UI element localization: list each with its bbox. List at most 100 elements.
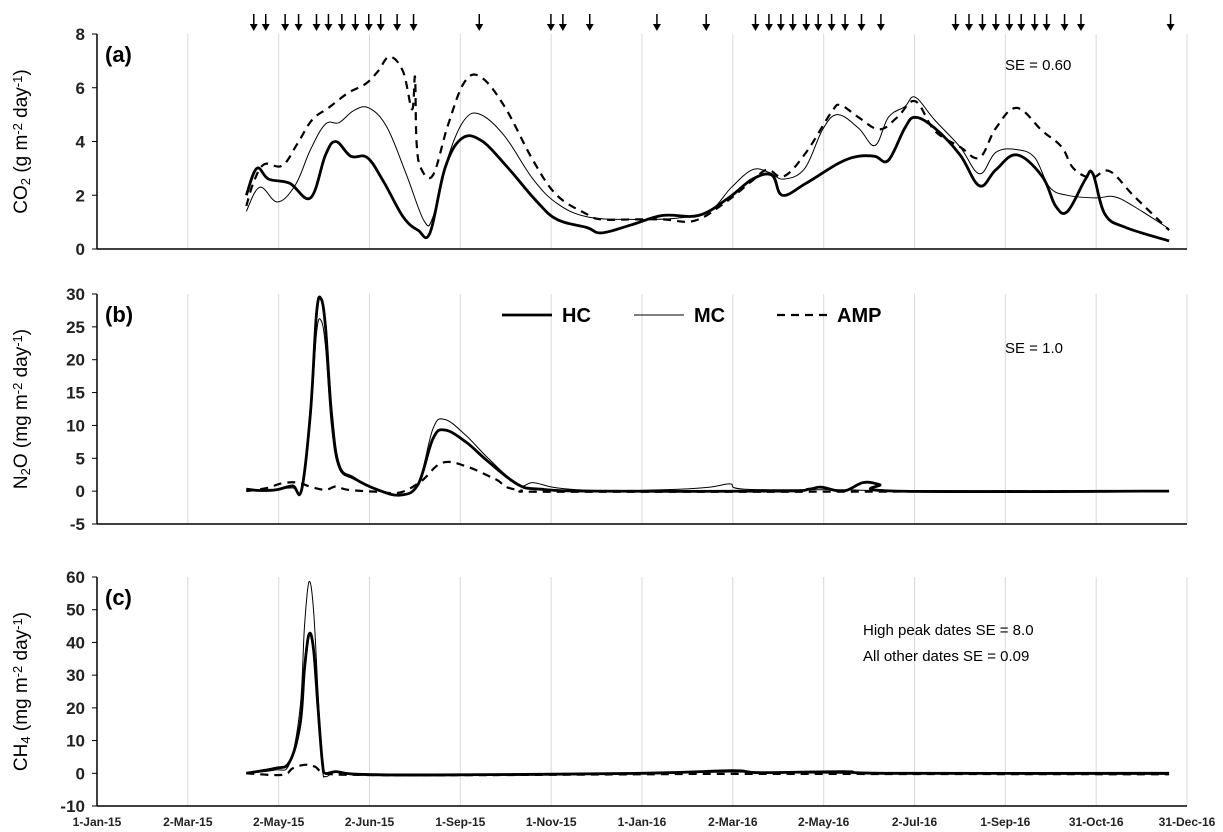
y-tick-label: 6 [76,79,85,98]
y-tick-label: 0 [76,240,85,259]
x-tick-label: 31-Oct-16 [1069,815,1124,829]
sampling-arrow-icon [409,14,418,31]
y-axis-label: CO2 (g m-2 day-1) [10,69,33,213]
legend-entry-hc: HC [502,305,591,327]
y-tick-label: 2 [76,186,85,205]
se-annotation: SE = 0.60 [1005,57,1071,74]
y-tick-label: 10 [66,416,85,435]
sampling-arrow-icon [702,14,711,31]
y-axis-label-part: -1 [10,76,25,88]
y-axis-label-part: O (mg m [11,394,32,468]
sampling-arrow-icon [788,14,797,31]
y-tick-label: 30 [66,666,85,685]
sampling-arrow-icon [857,14,866,31]
x-tick-label: 2-May-16 [798,815,850,829]
sampling-arrow-icon [965,14,973,31]
y-tick-label: 60 [66,568,85,587]
sampling-arrow-icon [827,14,836,31]
se-annotation: All other dates SE = 0.09 [863,648,1029,665]
y-tick-label: 40 [66,633,85,652]
x-tick-label: 2-Mar-15 [163,815,213,829]
y-tick-label: 8 [76,25,85,44]
series-line-hc [244,115,1170,243]
y-axis-label: CH4 (mg m-2 day-1) [10,612,33,771]
legend-entry-amp: AMP [777,305,881,327]
y-axis-label-part: ) [11,612,32,618]
sampling-arrow-icon [1042,14,1051,31]
sampling-arrow-icon [951,14,960,31]
sampling-arrow-icon [558,14,567,31]
series-line-amp [246,763,1170,777]
sampling-arrow-icon [1076,14,1085,31]
sampling-arrow-icon [814,14,823,31]
y-axis-label-part: ) [11,69,32,75]
series-line-mc [246,318,1170,496]
y-axis-label-part: -2 [10,123,25,135]
series-line-amp [245,55,1170,231]
y-tick-label: 50 [66,601,85,620]
y-axis-label-part: day [11,346,32,382]
sampling-arrow-icon [876,14,885,31]
y-tick-label: 25 [66,318,85,337]
y-tick-label: -5 [70,515,85,534]
sampling-arrow-icon [802,14,811,31]
x-tick-label: 1-Sep-16 [980,815,1030,829]
y-tick-label: -10 [60,797,85,816]
sampling-arrow-icon [764,14,773,31]
y-tick-label: 5 [76,449,85,468]
y-axis-label-part: N [11,475,32,489]
sampling-arrow-icon [841,14,850,31]
sampling-arrow-icon [376,14,385,31]
panel-label: (a) [105,42,132,67]
sampling-arrow-icon [324,14,333,31]
y-axis-label-part: (g m [11,135,32,178]
y-axis-label-part: 2 [18,178,33,185]
x-tick-label: 2-May-15 [253,815,305,829]
sampling-arrow-icon [1005,14,1014,31]
sampling-arrow-icon [261,14,270,31]
sampling-arrow-icon [1017,14,1026,31]
y-tick-label: 20 [66,351,85,370]
series-line-hc [246,631,1170,777]
sampling-arrow-icon [351,14,360,31]
legend-label: HC [562,305,591,327]
legend-entry-mc: MC [634,305,725,327]
y-axis-label-part: -2 [10,383,25,395]
series-line-amp [246,460,1170,495]
sampling-arrow-icon [652,14,661,31]
y-axis-label-part: day [11,87,32,123]
sampling-arrow-icon [475,14,484,31]
panel-label: (b) [105,302,133,327]
x-tick-label: 1-Jan-16 [618,815,667,829]
sampling-arrow-icon [978,14,987,31]
y-tick-label: 30 [66,285,85,304]
sampling-arrow-icon [294,14,303,31]
sampling-arrow-icon [991,14,1000,31]
series-line-mc [245,96,1170,230]
sampling-arrow-icon [1060,14,1069,31]
y-tick-label: 20 [66,699,85,718]
sampling-arrow-icon [1030,14,1039,31]
se-annotation: SE = 1.0 [1005,340,1063,357]
sampling-arrow-icon [337,14,346,31]
y-axis-label-part: CH [11,744,32,771]
sampling-arrow-icon [393,14,402,31]
sampling-arrow-icon [281,14,290,31]
y-axis-label-part: (mg m [11,677,32,736]
sampling-arrow-icon [546,14,555,31]
y-tick-label: 0 [76,482,85,501]
x-tick-label: 2-Jun-15 [345,815,395,829]
y-tick-label: 0 [76,764,85,783]
y-axis-label-part: CO [11,185,32,214]
panel-c: -10 0 10 20 30 40 50 60 CH4 (mg m-2 day-1) (c) Hig… [10,568,1216,829]
sampling-arrow-icon [364,14,373,31]
y-axis-label: N2O (mg m-2 day-1) [10,329,33,489]
sampling-arrow-icon [1166,14,1175,31]
y-tick-label: 10 [66,732,85,751]
y-axis-label-part: 4 [18,736,33,743]
x-tick-label: 2-Mar-16 [708,815,758,829]
panel-b: -5 0 5 10 15 20 25 30 N2O (mg m-2 day-1) (b) SE = … [10,285,1188,534]
y-tick-label: 4 [76,133,86,152]
